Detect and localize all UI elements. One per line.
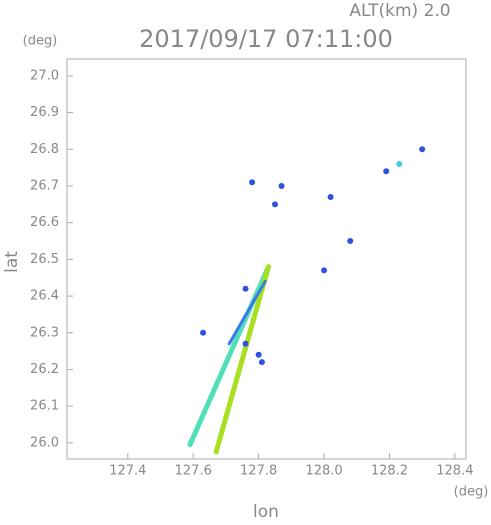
x-unit: (deg) xyxy=(454,485,489,500)
x-label: lon xyxy=(253,502,279,521)
x-tick-label: 127.8 xyxy=(240,464,277,479)
y-tick-label: 26.6 xyxy=(30,215,59,230)
echo-streak xyxy=(227,279,267,346)
plot-frame xyxy=(66,58,467,460)
x-tick-label: 127.6 xyxy=(175,464,212,479)
echo-streak xyxy=(213,264,271,455)
y-label: lat xyxy=(2,251,22,273)
y-tick-label: 27.0 xyxy=(30,68,59,83)
echo-cell xyxy=(200,329,207,336)
x-tick-label: 128.4 xyxy=(436,464,473,479)
echo-cell xyxy=(242,340,249,347)
echo-cell xyxy=(347,238,354,245)
y-tick-label: 26.5 xyxy=(30,252,59,267)
y-tick-label: 26.2 xyxy=(30,362,59,377)
echo-cell xyxy=(258,359,265,366)
x-tick-label: 128.2 xyxy=(371,464,408,479)
y-tick-label: 26.1 xyxy=(30,399,59,414)
y-tick-label: 26.8 xyxy=(30,142,59,157)
x-tick-label: 127.4 xyxy=(109,464,146,479)
echo-cell xyxy=(321,267,328,274)
subtitle: ALT(km) 2.0 xyxy=(349,1,450,21)
y-unit: (deg) xyxy=(23,34,58,49)
echo-cell xyxy=(249,179,256,186)
echo-cell xyxy=(419,146,426,153)
y-tick-label: 26.4 xyxy=(30,289,59,304)
echo-cell xyxy=(255,351,262,358)
echo-cell xyxy=(396,160,403,167)
y-tick-label: 26.3 xyxy=(30,325,59,340)
y-tick-label: 26.7 xyxy=(30,178,59,193)
x-tick-label: 128.0 xyxy=(305,464,342,479)
echo-cell xyxy=(278,182,285,189)
echo-cell xyxy=(327,193,334,200)
echo-cell xyxy=(272,201,279,208)
chart-title: 2017/09/17 07:11:00 xyxy=(139,25,393,53)
y-tick-label: 26.9 xyxy=(30,105,59,120)
echo-cell xyxy=(242,285,249,292)
y-tick-label: 26.0 xyxy=(30,435,59,450)
echo-cell xyxy=(383,168,390,175)
